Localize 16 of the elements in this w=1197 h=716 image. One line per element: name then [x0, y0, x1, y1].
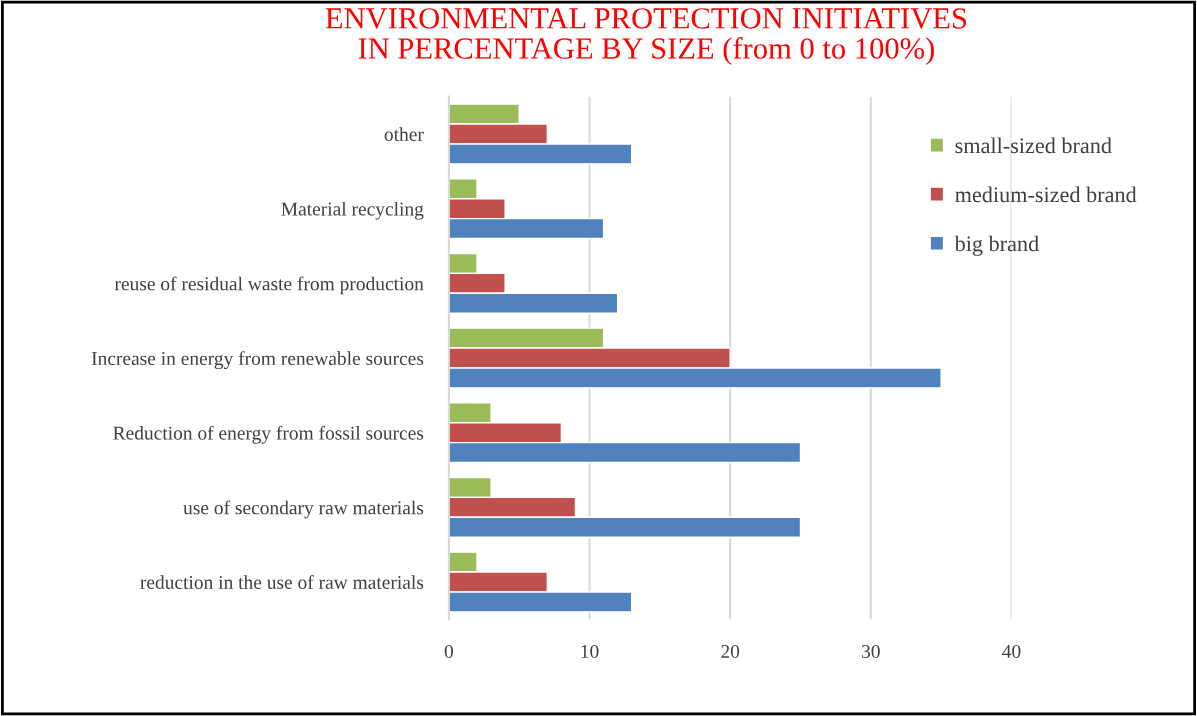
- chart-title: ENVIRONMENTAL PROTECTION INITIATIVES IN PERCENTAGE BY SIZE (from 0 to 100%): [325, 8, 967, 66]
- y-tick-label: other: [384, 127, 424, 141]
- y-tick-label: Increase in energy from renewable sources: [91, 351, 424, 370]
- x-tick-label: 30: [862, 644, 880, 659]
- y-tick-label: Material recycling: [281, 201, 424, 220]
- y-tick-label: reuse of residual waste from production: [114, 276, 424, 295]
- legend-label: medium-sized brand: [955, 186, 1137, 203]
- legend-label: small-sized brand: [955, 137, 1112, 154]
- x-tick-label: 0: [444, 644, 453, 659]
- y-tick-label: use of secondary raw materials: [183, 500, 424, 519]
- y-tick-label: reduction in the use of raw materials: [140, 575, 424, 589]
- x-tick-label: 20: [721, 644, 740, 659]
- y-tick-label: Reduction of energy from fossil sources: [113, 425, 424, 444]
- x-tick-label: 40: [1002, 644, 1021, 659]
- x-tick-label: 10: [581, 644, 599, 659]
- legend-label: big brand: [954, 235, 1039, 256]
